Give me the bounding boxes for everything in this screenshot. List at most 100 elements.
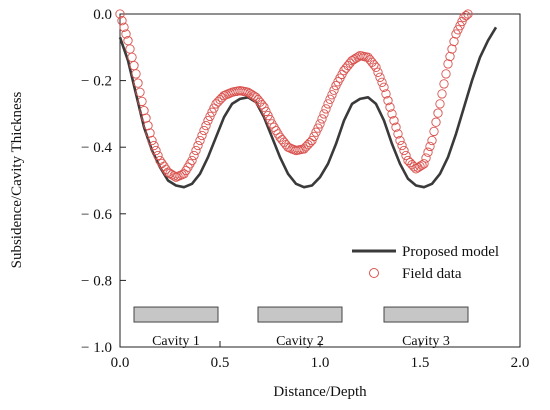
field-data-point — [439, 79, 449, 89]
x-tick-label: 0.5 — [211, 355, 230, 371]
field-data-point — [397, 140, 407, 151]
field-data-point — [125, 44, 135, 54]
field-data-point — [151, 145, 161, 156]
field-data-point — [327, 90, 337, 100]
proposed-model-line — [118, 26, 498, 189]
field-data-point — [317, 114, 327, 124]
field-data-point — [323, 99, 333, 109]
field-data-point — [447, 44, 457, 54]
field-data-point — [307, 135, 317, 146]
field-data-point — [147, 135, 157, 146]
field-data-point — [135, 87, 145, 97]
field-data-point — [329, 85, 339, 95]
field-data-point — [199, 125, 209, 136]
x-tick-label: 0.0 — [111, 355, 130, 371]
field-data-point — [433, 108, 443, 118]
y-axis-label: Subsidence/Cavity Thickness — [9, 91, 25, 268]
field-data-point — [325, 94, 335, 104]
series-proposed-model — [118, 26, 498, 189]
field-data-point — [115, 9, 125, 19]
field-data-point — [381, 89, 391, 99]
x-axis-label: Distance/Depth — [273, 384, 367, 400]
field-data-point — [435, 99, 445, 109]
field-data-point — [187, 155, 197, 166]
field-data-point — [453, 25, 463, 35]
field-data-point — [139, 105, 149, 116]
field-data-point — [153, 150, 163, 161]
field-data-point — [423, 147, 433, 157]
field-data-point — [171, 172, 181, 182]
field-data-point — [389, 115, 399, 126]
field-data-point — [195, 135, 205, 146]
y-ticks: 0.0 − 0.2 − 0.4 − 0.6 − 0.8 − 1.0 — [81, 7, 126, 356]
field-data-point — [259, 102, 269, 112]
field-data-point — [373, 67, 383, 77]
plot-frame — [119, 13, 521, 348]
cavity-label: Cavity 3 — [402, 334, 450, 349]
legend-label-proposed-model: Proposed model — [402, 244, 499, 260]
field-data-point — [203, 115, 213, 126]
legend-label-field-data: Field data — [402, 266, 462, 282]
field-data-point — [137, 96, 147, 107]
field-data-point — [429, 126, 439, 137]
field-data-point — [425, 141, 435, 152]
field-data-point — [133, 78, 143, 88]
field-data-point — [221, 90, 231, 100]
field-data-point — [309, 131, 319, 142]
field-data-point — [149, 140, 159, 151]
field-data-point — [451, 29, 461, 39]
field-data-point — [421, 153, 431, 163]
field-data-point — [385, 102, 395, 112]
x-tick-label: 1.0 — [311, 355, 330, 371]
x-ticks: 0.0 0.5 1.0 1.5 2.0 — [111, 341, 530, 371]
field-data-point — [449, 36, 459, 47]
field-data-point — [461, 11, 471, 21]
cavity-block — [133, 306, 219, 323]
field-data-point — [143, 120, 153, 131]
field-data-point — [427, 135, 437, 146]
field-data-point — [393, 129, 403, 139]
x-tick-label: 1.5 — [411, 355, 430, 371]
field-data-point — [371, 62, 381, 72]
field-data-point — [131, 69, 141, 79]
field-data-point — [141, 113, 151, 123]
field-data-point — [391, 122, 401, 132]
field-data-point — [121, 29, 131, 39]
y-tick-label: − 0.8 — [81, 273, 112, 289]
field-data-point — [401, 150, 411, 161]
y-tick-label: − 0.6 — [81, 207, 112, 223]
field-data-point — [443, 59, 453, 69]
field-data-point — [417, 160, 427, 170]
field-data-point — [399, 145, 409, 156]
field-data-point — [159, 161, 169, 171]
cavity-label: Cavity 1 — [152, 334, 200, 349]
field-data-point — [261, 106, 271, 117]
y-tick-label: − 0.2 — [81, 74, 112, 90]
field-data-point — [441, 69, 451, 79]
field-data-point — [315, 119, 325, 129]
field-data-point — [265, 115, 275, 125]
field-data-point — [319, 109, 329, 119]
field-data-point — [455, 21, 465, 31]
field-data-point — [193, 140, 203, 151]
field-data-point — [205, 111, 215, 122]
y-tick-label: − 0.4 — [81, 140, 112, 156]
series-field-data — [115, 9, 473, 182]
field-data-point — [123, 35, 133, 46]
field-data-point — [207, 107, 217, 117]
field-data-point — [263, 110, 273, 121]
y-tick-label: 0.0 — [93, 7, 112, 23]
cavity-blocks: Cavity 1 Cavity 2 Cavity 3 — [133, 306, 469, 349]
field-data-point — [257, 100, 267, 110]
cavity-block — [257, 306, 343, 323]
field-data-point — [189, 150, 199, 161]
field-data-point — [387, 109, 397, 119]
field-data-point — [377, 77, 387, 87]
x-tick-label: 2.0 — [511, 355, 530, 371]
field-data-point — [191, 145, 201, 156]
field-data-point — [129, 60, 139, 71]
field-data-point — [379, 82, 389, 92]
field-data-point — [437, 89, 447, 99]
legend-marker-swatch — [369, 268, 379, 278]
field-data-point — [431, 117, 441, 127]
